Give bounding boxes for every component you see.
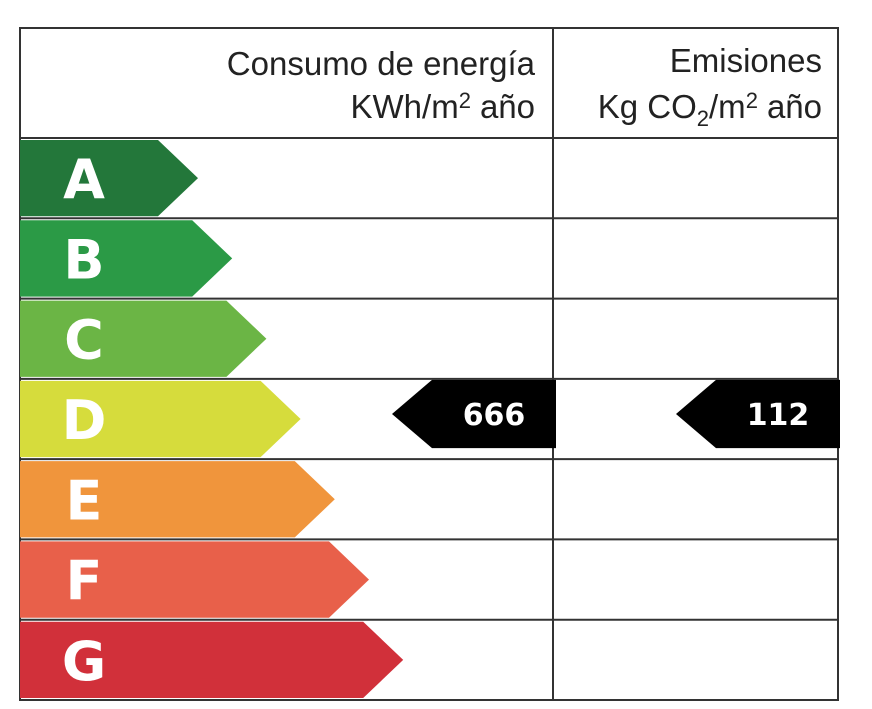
emissions-title: Emisiones (670, 42, 822, 79)
unit-part: KWh/m (351, 88, 459, 125)
rating-arrow (20, 461, 335, 538)
energy-title: Consumo de energía (227, 45, 536, 82)
rating-letter: G (62, 630, 106, 693)
unit-part: Kg CO (598, 88, 697, 125)
rating-arrow (20, 220, 233, 297)
unit-part: año (767, 88, 822, 125)
rating-arrow (20, 621, 404, 698)
rating-letter: C (64, 309, 104, 372)
unit-sup: 2 (459, 88, 471, 113)
unit-sup: 2 (746, 88, 758, 113)
rating-arrow (20, 300, 267, 377)
value-arrow (676, 379, 840, 449)
rating-arrow (20, 140, 198, 217)
value-label: 112 (747, 398, 810, 433)
unit-part: /m (709, 88, 746, 125)
rating-letter: A (63, 148, 105, 211)
rating-letter: D (62, 389, 107, 452)
rating-letter: E (66, 469, 103, 532)
energy-unit: KWh/m2 año (351, 88, 535, 125)
rating-letter: F (66, 550, 103, 613)
rating-letter: B (63, 228, 104, 291)
unit-sub: 2 (697, 106, 709, 131)
value-arrow (392, 379, 556, 449)
rating-arrow (20, 380, 301, 458)
value-label: 666 (463, 398, 526, 433)
rating-arrow (20, 541, 369, 618)
emissions-unit: Kg CO2/m2 año (598, 88, 822, 131)
unit-part: año (480, 88, 535, 125)
